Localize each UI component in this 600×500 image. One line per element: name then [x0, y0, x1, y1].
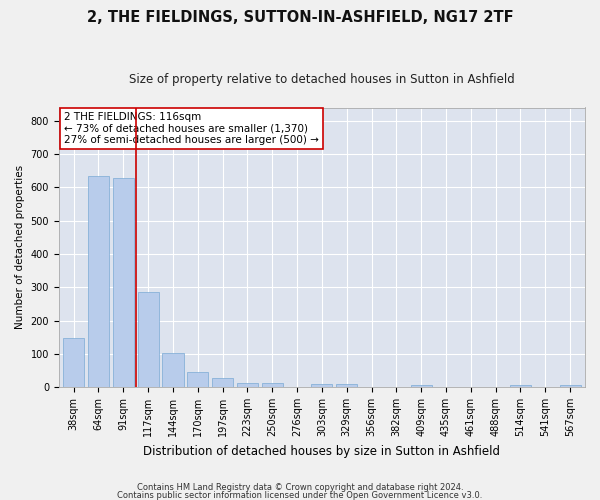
Y-axis label: Number of detached properties: Number of detached properties — [15, 165, 25, 330]
Bar — [137, 292, 158, 387]
Bar — [88, 176, 109, 387]
Bar — [187, 372, 208, 387]
Bar — [560, 386, 581, 387]
Bar — [336, 384, 357, 387]
Bar — [410, 386, 432, 387]
Bar — [311, 384, 332, 387]
Bar — [262, 383, 283, 387]
Bar — [237, 383, 258, 387]
Bar — [510, 386, 531, 387]
Text: 2, THE FIELDINGS, SUTTON-IN-ASHFIELD, NG17 2TF: 2, THE FIELDINGS, SUTTON-IN-ASHFIELD, NG… — [86, 10, 514, 25]
Title: Size of property relative to detached houses in Sutton in Ashfield: Size of property relative to detached ho… — [129, 72, 515, 86]
Text: 2 THE FIELDINGS: 116sqm
← 73% of detached houses are smaller (1,370)
27% of semi: 2 THE FIELDINGS: 116sqm ← 73% of detache… — [64, 112, 319, 145]
Text: Contains public sector information licensed under the Open Government Licence v3: Contains public sector information licen… — [118, 490, 482, 500]
X-axis label: Distribution of detached houses by size in Sutton in Ashfield: Distribution of detached houses by size … — [143, 444, 500, 458]
Bar — [113, 178, 134, 387]
Bar — [63, 338, 84, 387]
Text: Contains HM Land Registry data © Crown copyright and database right 2024.: Contains HM Land Registry data © Crown c… — [137, 484, 463, 492]
Bar — [212, 378, 233, 387]
Bar — [163, 353, 184, 387]
